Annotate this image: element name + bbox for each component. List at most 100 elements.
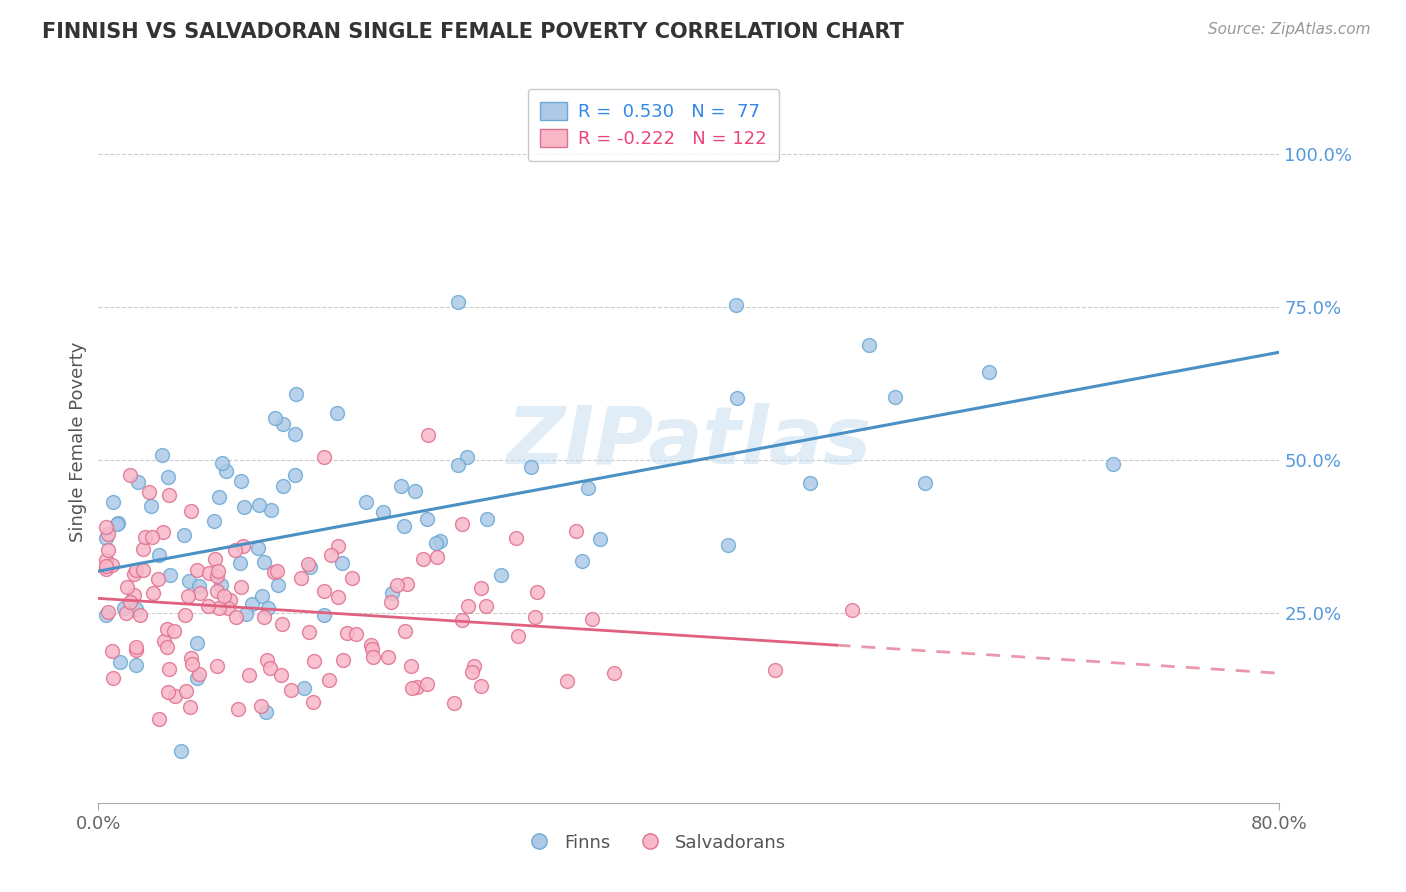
Point — [108, 655, 131, 669]
Point — [344, 627, 367, 641]
Point — [188, 586, 211, 600]
Point — [177, 574, 200, 589]
Point — [141, 530, 163, 544]
Point — [328, 539, 350, 553]
Point — [125, 643, 148, 657]
Point — [180, 651, 202, 665]
Point — [271, 417, 294, 431]
Point — [267, 578, 290, 592]
Point — [505, 531, 527, 545]
Point — [725, 391, 748, 405]
Point — [117, 580, 139, 594]
Point — [229, 474, 252, 488]
Point — [215, 464, 238, 478]
Point — [426, 549, 449, 564]
Y-axis label: Single Female Poverty: Single Female Poverty — [69, 342, 87, 541]
Point — [118, 468, 141, 483]
Point — [396, 577, 419, 591]
Point — [115, 607, 138, 621]
Point — [451, 613, 474, 627]
Point — [159, 567, 181, 582]
Point — [224, 542, 246, 557]
Point — [377, 649, 399, 664]
Point — [385, 578, 408, 592]
Point — [187, 579, 209, 593]
Point — [380, 595, 402, 609]
Point — [253, 555, 276, 569]
Point — [156, 684, 179, 698]
Point — [603, 665, 626, 680]
Point — [298, 625, 321, 640]
Point — [470, 582, 492, 596]
Text: ZIPatlas: ZIPatlas — [506, 402, 872, 481]
Point — [263, 565, 285, 579]
Point — [336, 626, 359, 640]
Point — [489, 568, 512, 582]
Point — [360, 638, 382, 652]
Point — [94, 519, 117, 533]
Point — [392, 519, 415, 533]
Point — [475, 599, 498, 613]
Point — [233, 500, 256, 515]
Point — [229, 556, 252, 570]
Point — [188, 666, 211, 681]
Point — [526, 585, 548, 599]
Point — [576, 481, 599, 495]
Point — [112, 601, 135, 615]
Point — [152, 525, 174, 540]
Point — [256, 653, 278, 667]
Point — [129, 607, 152, 622]
Point — [319, 549, 342, 563]
Point — [205, 584, 228, 599]
Point — [257, 600, 280, 615]
Point — [94, 531, 117, 545]
Point — [155, 622, 177, 636]
Point — [429, 533, 451, 548]
Point — [361, 650, 384, 665]
Point — [101, 643, 124, 657]
Point — [142, 586, 165, 600]
Point — [253, 610, 276, 624]
Point — [401, 658, 423, 673]
Point — [447, 295, 470, 310]
Point — [226, 702, 249, 716]
Point — [264, 411, 287, 425]
Point — [177, 589, 200, 603]
Point — [456, 450, 478, 464]
Point — [270, 668, 292, 682]
Point — [179, 700, 201, 714]
Point — [724, 298, 747, 312]
Point — [297, 557, 319, 571]
Point — [153, 633, 176, 648]
Point — [101, 558, 124, 573]
Point — [416, 428, 439, 442]
Point — [132, 562, 155, 576]
Point — [302, 695, 325, 709]
Point — [250, 589, 273, 603]
Point — [416, 676, 439, 690]
Point — [163, 689, 186, 703]
Point — [371, 505, 394, 519]
Point — [202, 514, 225, 528]
Point — [270, 617, 292, 632]
Point — [914, 476, 936, 491]
Point — [259, 661, 281, 675]
Point — [197, 599, 219, 613]
Point — [156, 640, 179, 655]
Point — [318, 673, 340, 687]
Point — [141, 500, 163, 514]
Point — [94, 553, 117, 567]
Point — [290, 570, 312, 584]
Text: Source: ZipAtlas.com: Source: ZipAtlas.com — [1208, 22, 1371, 37]
Point — [332, 653, 354, 667]
Point — [443, 696, 465, 710]
Point — [138, 485, 160, 500]
Point — [157, 661, 180, 675]
Point — [477, 512, 499, 526]
Point — [271, 479, 294, 493]
Point — [524, 609, 547, 624]
Point — [280, 683, 302, 698]
Point — [212, 589, 235, 603]
Point — [292, 681, 315, 696]
Point — [97, 543, 120, 558]
